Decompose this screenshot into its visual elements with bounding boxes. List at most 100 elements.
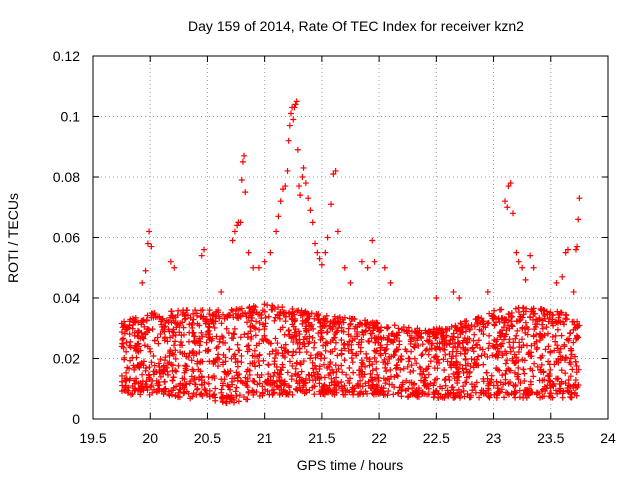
data-point (238, 352, 245, 359)
data-point (411, 328, 418, 335)
data-point (230, 314, 237, 321)
data-point (405, 393, 412, 400)
data-point (431, 391, 438, 398)
data-point (405, 355, 412, 362)
data-point (502, 371, 509, 378)
data-point (536, 314, 543, 321)
data-point (489, 352, 496, 359)
data-point (311, 373, 318, 380)
data-point (330, 170, 337, 177)
data-point (558, 378, 565, 385)
data-point (252, 304, 259, 311)
data-point (562, 249, 569, 256)
data-point (303, 323, 310, 330)
data-point (441, 342, 448, 349)
data-point (203, 331, 210, 338)
data-point (519, 336, 526, 343)
data-point (284, 369, 291, 376)
data-point (356, 339, 363, 346)
x-tick-label: 21.5 (308, 430, 335, 446)
data-point (413, 360, 420, 367)
data-point (384, 341, 391, 348)
y-tick-label: 0.12 (53, 48, 80, 64)
data-point (554, 342, 561, 349)
data-point (382, 380, 389, 387)
data-point (235, 398, 242, 405)
data-point (491, 337, 498, 344)
data-point (363, 354, 370, 361)
data-point (515, 376, 522, 383)
data-point (489, 312, 496, 319)
data-point (252, 332, 259, 339)
data-point (450, 344, 457, 351)
data-point (374, 371, 381, 378)
data-point (309, 365, 316, 372)
data-point (371, 320, 378, 327)
data-point (288, 315, 295, 322)
data-point (332, 167, 339, 174)
data-point (290, 339, 297, 346)
data-point (331, 381, 338, 388)
data-point (316, 380, 323, 387)
data-point (301, 390, 308, 397)
data-point (338, 362, 345, 369)
data-point (256, 319, 263, 326)
data-point (369, 390, 376, 397)
data-point (275, 213, 282, 220)
data-point (256, 362, 263, 369)
data-point (484, 320, 491, 327)
data-point (345, 325, 352, 332)
data-point (546, 370, 553, 377)
data-point (285, 382, 292, 389)
data-point (315, 351, 322, 358)
data-point (256, 380, 263, 387)
data-point (148, 310, 155, 317)
data-point (323, 312, 330, 319)
data-point (173, 324, 180, 331)
data-point (213, 345, 220, 352)
data-point (215, 351, 222, 358)
data-point (407, 369, 414, 376)
data-point (129, 325, 136, 332)
data-point (493, 365, 500, 372)
data-point (206, 307, 213, 314)
data-point (139, 317, 146, 324)
data-point (316, 316, 323, 323)
data-point (287, 358, 294, 365)
data-point (243, 382, 250, 389)
data-point (400, 324, 407, 331)
data-point (197, 314, 204, 321)
data-point (315, 310, 322, 317)
data-point (460, 383, 467, 390)
data-point (484, 288, 491, 295)
data-point (136, 385, 143, 392)
data-point (500, 324, 507, 331)
data-point (537, 367, 544, 374)
data-point (444, 387, 451, 394)
data-point (234, 341, 241, 348)
data-point (197, 307, 204, 314)
data-point (286, 310, 293, 317)
data-point (457, 361, 464, 368)
data-point (239, 158, 246, 165)
data-point (570, 288, 577, 295)
data-point (149, 389, 156, 396)
data-point (219, 395, 226, 402)
data-point (293, 332, 300, 339)
data-point (392, 365, 399, 372)
data-point (378, 389, 385, 396)
data-point (513, 332, 520, 339)
data-point (204, 347, 211, 354)
data-point (462, 347, 469, 354)
data-point (485, 385, 492, 392)
data-point (540, 369, 547, 376)
data-point (469, 387, 476, 394)
data-point (275, 374, 282, 381)
data-point (280, 380, 287, 387)
data-point (408, 348, 415, 355)
data-point (299, 311, 306, 318)
data-point (575, 322, 582, 329)
data-point (489, 313, 496, 320)
data-point (244, 319, 251, 326)
data-point (231, 325, 238, 332)
